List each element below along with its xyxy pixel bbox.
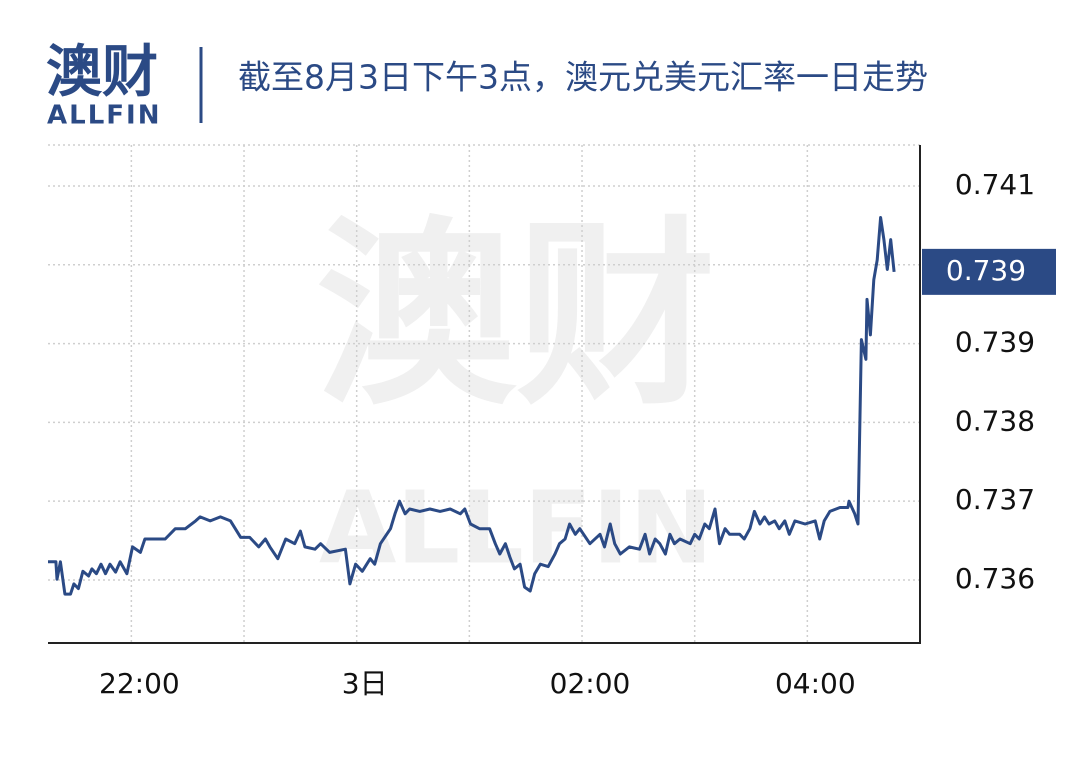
y-tick-label: 0.741 [955, 168, 1035, 201]
price-line [48, 216, 896, 596]
watermark: 澳财 [316, 200, 716, 433]
logo: 澳财 [46, 40, 158, 105]
x-tick-label: 3日 [342, 667, 388, 700]
y-tick-label: 0.736 [955, 562, 1035, 595]
y-tick-label: 0.738 [955, 404, 1035, 437]
last-price-label: 0.739 [946, 254, 1026, 287]
x-tick-label: 04:00 [775, 667, 856, 700]
last-price-badge [922, 248, 1056, 295]
x-tick-label: 22:00 [99, 667, 180, 700]
y-tick-label: 0.737 [955, 483, 1035, 516]
x-tick-label: 02:00 [550, 667, 631, 700]
plot: 0.7360.7370.7380.7390.7400.74122:003日02:… [48, 144, 1056, 700]
logo-sub: ALLFIN [47, 101, 161, 131]
y-tick-label: 0.739 [955, 326, 1035, 359]
chart-title: 截至8月3日下午3点，澳元兑美元汇率一日走势 [238, 58, 928, 97]
